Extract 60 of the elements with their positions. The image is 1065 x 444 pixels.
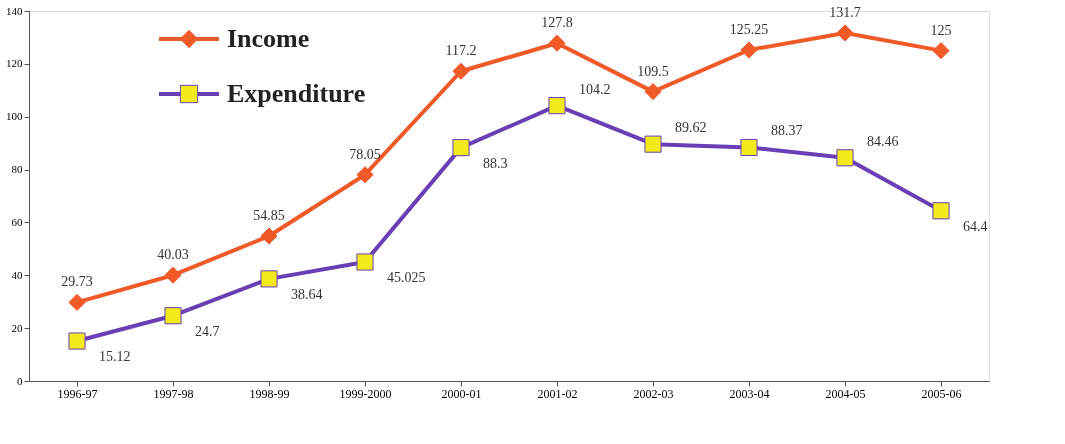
data-label: 104.2 [579,81,611,97]
x-tick-label: 2005-06 [921,386,962,401]
data-label: 88.3 [483,155,508,171]
x-tick-label: 2003-04 [729,386,770,401]
point [164,307,182,325]
data-label: 127.8 [541,15,573,31]
x-tick-label: 1996-97 [57,386,98,401]
point [260,270,278,288]
point [452,139,470,157]
x-tick-label: 1998-99 [249,386,290,401]
data-label: 117.2 [445,43,477,59]
x-tick-label: 1999-2000 [339,386,392,401]
data-label: 89.62 [675,120,707,136]
data-label: 29.73 [61,274,93,290]
y-tick-label: 80 [11,163,23,176]
data-label: 88.37 [771,123,803,139]
data-label: 84.46 [867,133,899,149]
data-label: 40.03 [157,247,189,263]
point [356,166,374,184]
point [644,83,662,101]
legend-label: Expenditure [227,79,366,108]
point [548,97,566,115]
point [452,62,470,80]
data-label: 54.85 [253,208,285,224]
legend-label: Income [227,24,310,53]
point [548,34,566,52]
point [740,138,758,157]
x-tick-label: 2004-05 [825,386,866,401]
point [68,293,86,311]
data-label: 109.5 [637,63,669,79]
y-tick-label: 40 [11,268,23,281]
data-label: 38.64 [291,286,323,302]
y-tick-label: 60 [11,215,23,228]
point [68,332,86,350]
y-tick-label: 100 [6,110,23,123]
data-label: 24.7 [195,323,220,339]
data-label: 131.7 [829,4,861,20]
point [932,42,950,60]
data-label: 45.025 [387,270,426,286]
y-tick-label: 20 [11,321,23,334]
data-label: 125 [930,22,952,38]
point [164,266,182,284]
y-tick-label: 140 [6,4,23,17]
x-tick-label: 2000-01 [441,386,482,401]
point [836,149,854,167]
x-tick-label: 2002-03 [633,386,674,401]
point [644,135,662,153]
y-tick-label: 120 [6,57,23,70]
x-tick-label: 2001-02 [537,386,578,401]
data-label: 15.12 [99,349,131,365]
point [932,202,950,220]
x-tick-label: 1997-98 [153,386,194,401]
point [740,41,758,59]
point [356,253,374,271]
data-label: 64.4 [963,218,988,234]
point [260,227,278,245]
point [836,24,854,42]
data-label: 78.05 [349,146,381,162]
data-label: 125.25 [729,21,769,37]
y-tick-label: 0 [17,374,23,387]
